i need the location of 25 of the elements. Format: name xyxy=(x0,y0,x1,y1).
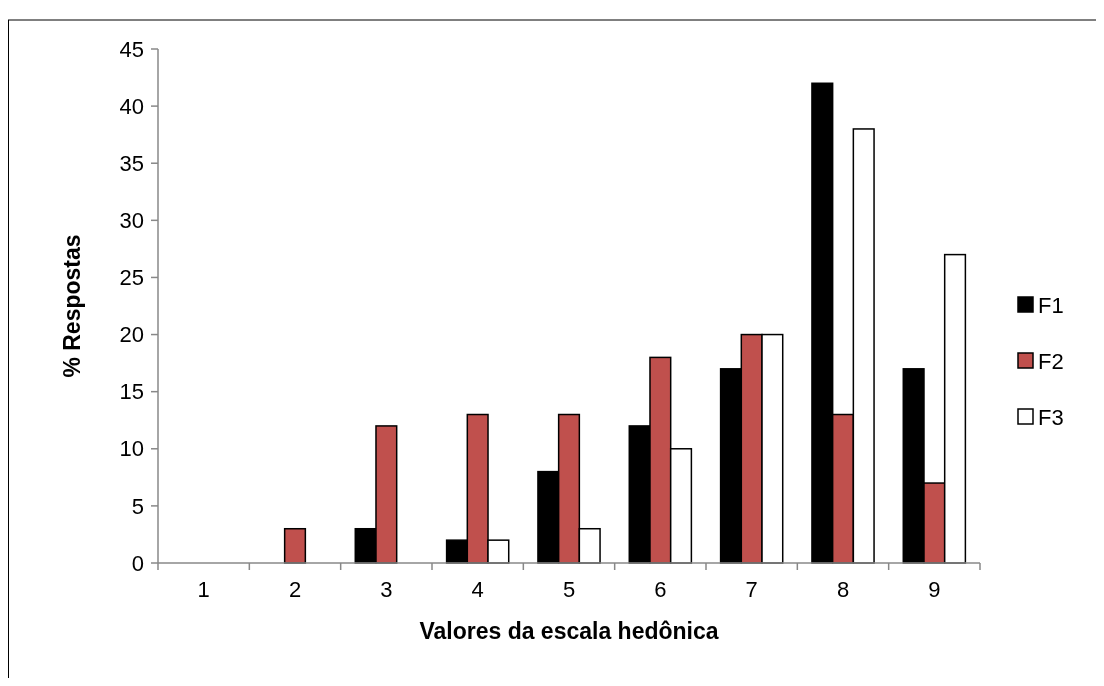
y-tick-label: 20 xyxy=(119,322,144,348)
x-tick-label: 1 xyxy=(197,577,210,602)
y-tick-label: 25 xyxy=(119,265,144,291)
y-tick-label: 5 xyxy=(131,493,144,519)
y-tick-label: 40 xyxy=(119,93,144,119)
y-tick-label: 35 xyxy=(119,150,144,176)
x-tick-label: 7 xyxy=(745,577,758,602)
x-tick-label: 3 xyxy=(380,577,393,602)
x-tick-label: 2 xyxy=(288,577,302,602)
y-tick-label: 45 xyxy=(119,36,144,62)
legend-label: F2 xyxy=(1038,348,1064,374)
y-tick-label: 10 xyxy=(119,436,144,462)
x-tick-label: 6 xyxy=(654,577,667,602)
y-axis-title: % Respostas xyxy=(59,234,85,378)
x-tick-label: 4 xyxy=(471,577,484,602)
x-tick-label: 5 xyxy=(562,577,576,602)
x-axis-title: Valores da escala hedônica xyxy=(419,618,719,644)
legend-label: F3 xyxy=(1038,404,1064,430)
y-tick-label: 0 xyxy=(131,550,144,576)
x-tick-label: 8 xyxy=(836,577,850,602)
y-tick-label: 30 xyxy=(119,208,144,234)
bar xyxy=(283,527,307,564)
legend-label: F1 xyxy=(1038,292,1064,318)
x-tick-label: 9 xyxy=(928,577,941,602)
y-tick-label: 15 xyxy=(119,379,144,405)
